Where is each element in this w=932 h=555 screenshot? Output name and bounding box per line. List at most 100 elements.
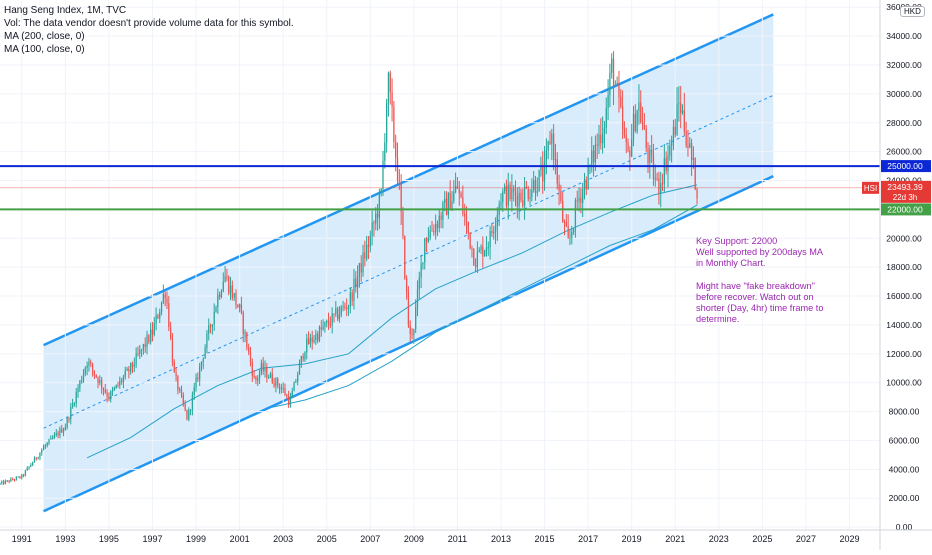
candle-body [616, 82, 618, 85]
candle-body [99, 379, 101, 384]
candle-body [594, 144, 597, 163]
candle-body [422, 262, 424, 264]
candle-body [480, 246, 482, 251]
candle-body [124, 370, 126, 377]
candle-body [627, 142, 629, 151]
candle-body [563, 222, 566, 224]
candle-body [373, 222, 375, 224]
candle-body [358, 262, 361, 277]
candle-body [569, 237, 571, 239]
candle-body [217, 294, 219, 308]
moving-average-layer [86, 184, 698, 459]
candle-body [160, 302, 163, 313]
candle-body [547, 141, 549, 151]
candle-body [567, 226, 569, 238]
candle-body [632, 113, 635, 140]
annotation-note[interactable]: Key Support: 22000 Well supported by 200… [696, 236, 826, 336]
candle-body [97, 377, 99, 384]
candle-body [694, 158, 696, 190]
candle-body [157, 315, 159, 319]
legend-ma200[interactable]: MA (200, close, 0) [4, 31, 85, 42]
candle-body [545, 150, 548, 162]
candle-body [469, 232, 471, 249]
candle-body [206, 333, 208, 348]
candle-body [640, 102, 642, 123]
y-tick-label: 2000.00 [889, 493, 920, 503]
candle-body [309, 337, 312, 345]
candle-body [177, 376, 179, 391]
candle-body [102, 387, 105, 390]
candle-body [467, 222, 469, 233]
candle-body [683, 110, 685, 132]
legend-title[interactable]: Hang Seng Index, 1M, TVC [4, 5, 127, 16]
x-tick-label: 1997 [142, 534, 162, 544]
candle-body [518, 193, 520, 207]
candle-body [396, 157, 399, 181]
candle-body [255, 376, 257, 381]
candle-body [496, 215, 498, 227]
candle-body [425, 238, 428, 242]
candle-body [505, 186, 508, 206]
candle-body [153, 323, 155, 335]
candle-body [602, 133, 604, 144]
candle-body [427, 238, 430, 242]
candle-body [139, 349, 141, 355]
candle-body [663, 158, 665, 184]
candle-body [21, 474, 23, 478]
candle-body [484, 250, 486, 257]
candle-body [106, 392, 108, 397]
candle-body [482, 246, 484, 257]
candle-body [286, 395, 288, 397]
candle-body [91, 363, 94, 371]
candle-body [189, 409, 192, 411]
candle-body [104, 389, 106, 393]
candle-body [513, 188, 515, 192]
candle-body [344, 306, 346, 308]
candle-body [180, 389, 183, 396]
candle-body [409, 325, 411, 334]
candle-body [213, 311, 215, 325]
candle-body [366, 244, 368, 259]
candle-body [315, 333, 317, 341]
candle-body [576, 200, 578, 202]
candle-body [295, 381, 297, 383]
candle-body [200, 361, 203, 367]
candle-body [445, 198, 448, 215]
candle-body [382, 160, 384, 190]
candle-body [284, 387, 286, 396]
candle-body [367, 244, 370, 247]
legend-ma100[interactable]: MA (100, close, 0) [4, 44, 85, 55]
candle-body [173, 362, 175, 373]
candle-body [600, 134, 602, 144]
candle-body [620, 96, 622, 107]
candle-body [405, 278, 408, 293]
y-tick-label: 34000.00 [886, 31, 922, 41]
candle-body [289, 397, 292, 406]
candle-body [238, 304, 241, 308]
candle-body [649, 149, 651, 163]
candle-body [473, 248, 475, 266]
candle-body [46, 443, 48, 446]
candle-body [88, 361, 90, 366]
y-tick-label: 26000.00 [886, 147, 922, 157]
channel-layer [43, 13, 774, 513]
candle-body [168, 303, 170, 328]
y-tick-label: 30000.00 [886, 89, 922, 99]
candle-body [342, 306, 344, 308]
candle-body [565, 222, 567, 227]
candle-body [609, 72, 611, 96]
candle-body [652, 155, 655, 179]
candle-body [35, 457, 37, 459]
candle-body [672, 126, 675, 143]
candle-body [531, 189, 533, 198]
y-tick-label: 20000.00 [886, 233, 922, 243]
candle-body [300, 355, 302, 364]
candle-body [322, 326, 324, 330]
candle-body [523, 186, 526, 207]
grid-layer [0, 0, 880, 530]
candle-body [277, 378, 279, 386]
candle-body [634, 113, 636, 132]
candle-body [460, 193, 462, 198]
legend-vol[interactable]: Vol: The data vendor doesn't provide vol… [4, 18, 294, 29]
